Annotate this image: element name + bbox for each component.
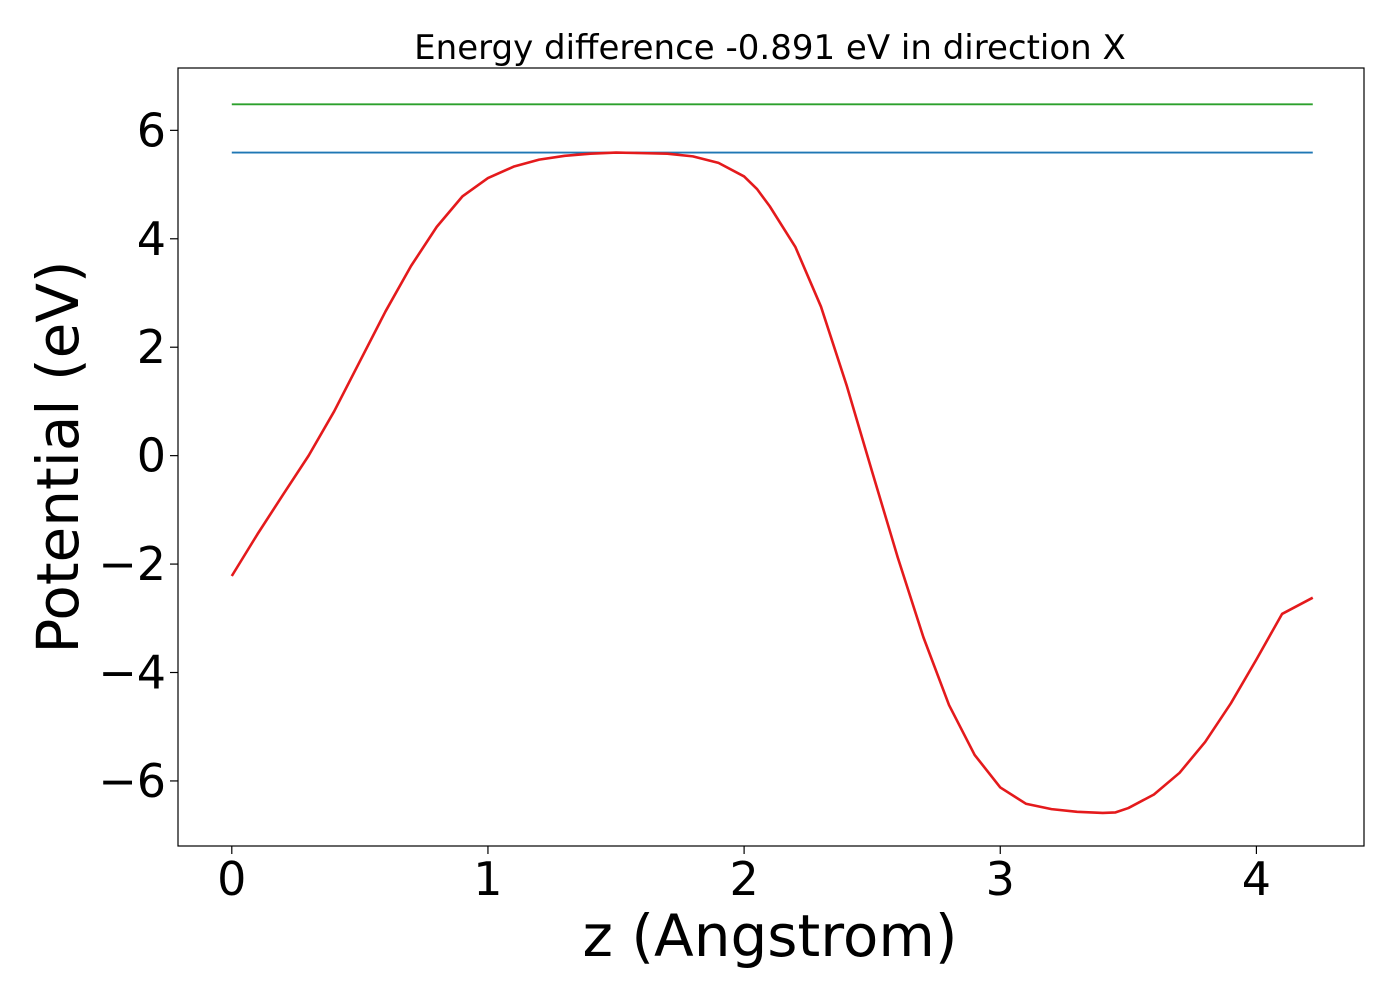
y-axis: −6 −4 −2 0 2 4 6 — [98, 103, 178, 808]
x-tick-label: 1 — [473, 852, 502, 906]
x-axis-label: z (Angstrom) — [583, 902, 958, 970]
y-tick-label: 6 — [137, 103, 166, 157]
x-axis: 0 1 2 3 4 — [217, 846, 1271, 906]
y-tick-label: −4 — [98, 646, 166, 700]
y-tick-label: 2 — [137, 320, 166, 374]
x-tick-label: 3 — [986, 852, 1015, 906]
y-tick-label: −6 — [98, 754, 166, 808]
chart-title: Energy difference -0.891 eV in direction… — [414, 28, 1126, 68]
y-tick-label: 0 — [137, 429, 166, 483]
x-tick-label: 2 — [729, 852, 758, 906]
y-tick-label: −2 — [98, 537, 166, 591]
y-tick-label: 4 — [137, 212, 166, 266]
plot-area — [230, 103, 1314, 815]
x-tick-label: 4 — [1242, 852, 1271, 906]
series-line-3 — [230, 151, 1314, 815]
y-axis-label: Potential (eV) — [24, 260, 92, 653]
x-tick-label: 0 — [217, 852, 246, 906]
plot-frame — [177, 67, 1365, 847]
